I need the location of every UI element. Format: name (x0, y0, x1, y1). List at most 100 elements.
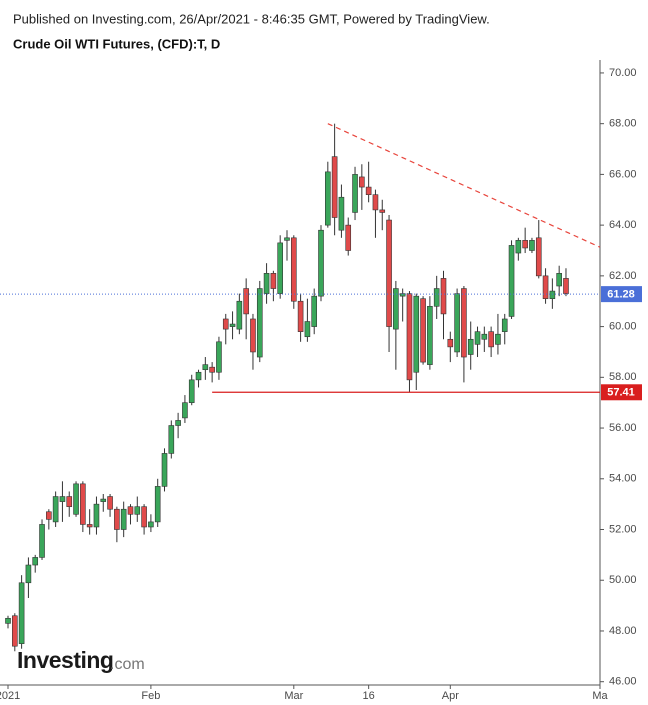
candle-body (467, 338, 474, 355)
x-tick-label: Apr (442, 690, 459, 702)
candle-body (168, 425, 175, 454)
candle-body (154, 486, 161, 523)
candle-body (182, 402, 188, 419)
candle-body (66, 496, 73, 507)
candle-body (461, 288, 467, 358)
candle-body (202, 364, 209, 371)
candle-body (270, 273, 277, 289)
candle-body (522, 240, 528, 249)
candle-body (188, 379, 195, 403)
candle-body (318, 229, 324, 297)
candle-body (161, 453, 168, 487)
last-price-label: 61.28 (607, 289, 635, 301)
y-tick-label: 70.00 (609, 67, 637, 79)
candle-body (515, 240, 522, 254)
candle-body (481, 333, 488, 340)
candle-body (284, 237, 290, 241)
candle-body (127, 506, 134, 515)
candle-body (290, 237, 297, 302)
candle-body (508, 245, 515, 317)
candle-body (222, 318, 229, 330)
support-label: 57.41 (607, 387, 635, 399)
y-tick-label: 48.00 (609, 625, 637, 637)
y-tick-label: 62.00 (609, 270, 637, 282)
candle-body (427, 305, 433, 365)
candle-body (501, 318, 508, 332)
candle-body (100, 498, 107, 502)
candle-body (563, 278, 569, 294)
y-tick-label: 54.00 (609, 473, 637, 485)
x-tick-label: Mar (284, 690, 303, 702)
candle-body (413, 295, 420, 373)
candle-body (18, 582, 25, 644)
candle-body (236, 300, 243, 330)
candle-body (12, 615, 18, 647)
x-tick-label: 2021 (0, 690, 20, 702)
candle-body (331, 156, 338, 218)
candle-body (495, 333, 501, 345)
candle-body (256, 288, 263, 358)
candle-body (175, 420, 181, 426)
y-tick-label: 66.00 (609, 168, 637, 180)
x-tick-label: Ma (592, 690, 608, 702)
watermark-suffix: .com (110, 656, 145, 673)
support-label-box (601, 384, 642, 401)
candle-body (447, 338, 454, 348)
candle-body (529, 240, 535, 251)
candle-body (216, 341, 222, 373)
candle-body (488, 331, 494, 348)
candle-body (372, 194, 379, 211)
candle-body (352, 174, 358, 213)
candle-body (243, 288, 249, 315)
candle-body (399, 293, 406, 297)
candle-body (277, 242, 283, 294)
candle-body (440, 278, 447, 315)
candle-body (386, 219, 392, 327)
candle-body (134, 506, 141, 515)
candle-body (114, 508, 120, 530)
candle-body (549, 290, 556, 299)
candle-body (229, 323, 236, 327)
candle-body (59, 496, 66, 502)
candle-body (32, 557, 39, 566)
candle-body (474, 331, 481, 345)
candle-body (52, 496, 59, 523)
candle-body (250, 318, 256, 353)
candle-body (209, 366, 215, 373)
candle-body (542, 275, 549, 299)
y-tick-label: 52.00 (609, 523, 637, 535)
y-tick-label: 68.00 (609, 118, 637, 130)
candle-body (93, 503, 100, 528)
candle-body (46, 511, 52, 520)
candle-body (263, 273, 270, 294)
candle-body (556, 273, 562, 287)
y-tick-label: 50.00 (609, 574, 637, 586)
candle-body (297, 300, 304, 332)
candle-body (141, 506, 147, 528)
candle-body (454, 293, 460, 353)
candle-body (86, 524, 93, 528)
candle-body (338, 196, 345, 231)
candle-body (311, 295, 318, 327)
candle-body (325, 171, 331, 226)
y-tick-label: 64.00 (609, 219, 637, 231)
y-tick-label: 58.00 (609, 371, 637, 383)
x-tick-label: Feb (141, 690, 160, 702)
candle-body (107, 496, 113, 510)
candle-body (345, 224, 352, 251)
candle-body (39, 524, 45, 558)
candle-body (406, 293, 413, 381)
candle-body (535, 237, 542, 277)
candle-body (365, 186, 372, 195)
candle-body (379, 209, 386, 213)
candle-body (5, 617, 11, 624)
y-tick-label: 60.00 (609, 320, 637, 332)
candle-body (148, 521, 154, 528)
trendline (327, 123, 601, 248)
candle-body (73, 483, 79, 515)
candle-body (195, 371, 202, 381)
candle-body (80, 483, 86, 525)
candle-body (359, 176, 365, 188)
